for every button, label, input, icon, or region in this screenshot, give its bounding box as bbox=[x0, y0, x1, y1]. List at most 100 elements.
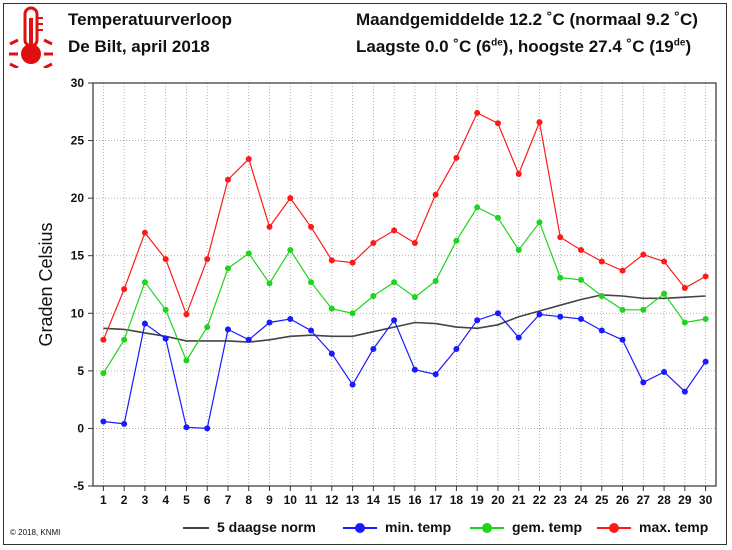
x-tick-label: 4 bbox=[162, 493, 169, 507]
data-point-min-temp bbox=[515, 334, 522, 341]
data-point-gem-temp bbox=[204, 324, 211, 331]
data-point-min-temp bbox=[702, 358, 709, 365]
x-tick-label: 21 bbox=[512, 493, 526, 507]
x-tick-label: 5 bbox=[183, 493, 190, 507]
data-point-min-temp bbox=[245, 336, 252, 343]
legend-label-min: min. temp bbox=[385, 519, 452, 535]
data-point-max-temp bbox=[370, 240, 377, 247]
legend-swatch-mean bbox=[470, 523, 504, 534]
data-point-min-temp bbox=[640, 379, 647, 386]
data-point-min-temp bbox=[141, 320, 148, 327]
x-tick-label: 13 bbox=[346, 493, 360, 507]
series-line-min-temp bbox=[103, 312, 707, 430]
x-tick-label: 9 bbox=[266, 493, 273, 507]
legend-item-max: max. temp bbox=[597, 519, 708, 535]
data-point-gem-temp bbox=[702, 316, 709, 323]
data-point-max-temp bbox=[578, 246, 585, 253]
data-point-min-temp bbox=[100, 418, 107, 425]
x-tick-label: 6 bbox=[204, 493, 211, 507]
copyright-text: © 2018, KNMI bbox=[10, 528, 61, 537]
data-point-gem-temp bbox=[640, 306, 647, 313]
y-tick-label: 5 bbox=[77, 364, 84, 378]
monthly-average-text: Maandgemiddelde 12.2 ˚C (normaal 9.2 ˚C) bbox=[356, 10, 698, 29]
data-point-gem-temp bbox=[162, 306, 169, 313]
data-point-min-temp bbox=[494, 310, 501, 317]
data-point-min-temp bbox=[224, 326, 231, 333]
x-tick-label: 16 bbox=[408, 493, 422, 507]
data-point-gem-temp bbox=[121, 336, 128, 343]
legend-swatch-max bbox=[597, 523, 631, 534]
extremes-text: Laagste 0.0 ˚C (6de), hoogste 27.4 ˚C (1… bbox=[356, 37, 692, 56]
data-point-max-temp bbox=[474, 109, 481, 116]
data-point-max-temp bbox=[162, 256, 169, 263]
x-tick-label: 18 bbox=[450, 493, 464, 507]
x-tick-label: 10 bbox=[284, 493, 298, 507]
data-point-min-temp bbox=[598, 327, 605, 334]
data-point-max-temp bbox=[661, 258, 668, 265]
legend-item-mean: gem. temp bbox=[470, 519, 582, 535]
data-point-gem-temp bbox=[661, 290, 668, 297]
x-tick-label: 8 bbox=[245, 493, 252, 507]
data-point-max-temp bbox=[432, 191, 439, 198]
data-point-max-temp bbox=[308, 223, 315, 230]
data-point-min-temp bbox=[474, 317, 481, 324]
data-point-max-temp bbox=[411, 240, 418, 247]
thermometer-icon bbox=[9, 6, 53, 68]
data-point-max-temp bbox=[141, 229, 148, 236]
series-line-gem-temp bbox=[102, 206, 706, 374]
data-point-min-temp bbox=[681, 388, 688, 395]
data-point-gem-temp bbox=[349, 310, 356, 317]
data-point-max-temp bbox=[266, 223, 273, 230]
x-tick-label: 27 bbox=[637, 493, 651, 507]
x-tick-label: 12 bbox=[325, 493, 339, 507]
data-point-max-temp bbox=[640, 251, 647, 258]
x-tick-label: 28 bbox=[657, 493, 671, 507]
data-point-min-temp bbox=[183, 424, 190, 431]
data-point-gem-temp bbox=[224, 265, 231, 272]
x-tick-label: 3 bbox=[142, 493, 149, 507]
data-point-gem-temp bbox=[100, 370, 107, 377]
data-point-gem-temp bbox=[681, 319, 688, 326]
x-tick-label: 17 bbox=[429, 493, 443, 507]
x-tick-label: 2 bbox=[121, 493, 128, 507]
data-point-min-temp bbox=[204, 425, 211, 432]
data-point-min-temp bbox=[411, 366, 418, 373]
y-tick-label: 20 bbox=[71, 191, 85, 205]
data-point-min-temp bbox=[349, 381, 356, 388]
data-point-gem-temp bbox=[391, 279, 398, 286]
y-tick-label: -5 bbox=[73, 479, 84, 493]
x-tick-label: 15 bbox=[387, 493, 401, 507]
data-point-gem-temp bbox=[328, 305, 335, 312]
data-point-max-temp bbox=[100, 336, 107, 343]
data-point-max-temp bbox=[598, 258, 605, 265]
data-point-max-temp bbox=[224, 176, 231, 183]
legend-item-norm: 5 daagse norm bbox=[183, 519, 316, 535]
data-point-min-temp bbox=[557, 313, 564, 320]
data-point-min-temp bbox=[287, 316, 294, 323]
data-point-gem-temp bbox=[308, 279, 315, 286]
data-point-gem-temp bbox=[494, 214, 501, 221]
x-tick-label: 11 bbox=[305, 493, 318, 507]
legend-swatch-min bbox=[343, 523, 377, 534]
data-point-max-temp bbox=[287, 195, 294, 202]
data-point-gem-temp bbox=[245, 250, 252, 257]
chart-subtitle: De Bilt, april 2018 bbox=[68, 37, 210, 56]
y-tick-label: 30 bbox=[71, 76, 85, 90]
data-point-gem-temp bbox=[266, 280, 273, 287]
data-point-max-temp bbox=[619, 267, 626, 274]
x-tick-label: 1 bbox=[100, 493, 107, 507]
data-point-max-temp bbox=[515, 170, 522, 177]
data-point-max-temp bbox=[204, 256, 211, 263]
y-tick-label: 25 bbox=[71, 134, 85, 148]
data-point-min-temp bbox=[162, 335, 169, 342]
data-point-max-temp bbox=[536, 119, 543, 126]
data-point-gem-temp bbox=[578, 276, 585, 283]
data-point-min-temp bbox=[578, 316, 585, 323]
plot-area bbox=[93, 83, 716, 486]
data-point-gem-temp bbox=[619, 306, 626, 313]
data-point-min-temp bbox=[328, 350, 335, 357]
legend-swatch-norm bbox=[183, 527, 209, 530]
x-tick-label: 22 bbox=[533, 493, 547, 507]
data-point-gem-temp bbox=[411, 294, 418, 301]
data-point-gem-temp bbox=[557, 274, 564, 281]
